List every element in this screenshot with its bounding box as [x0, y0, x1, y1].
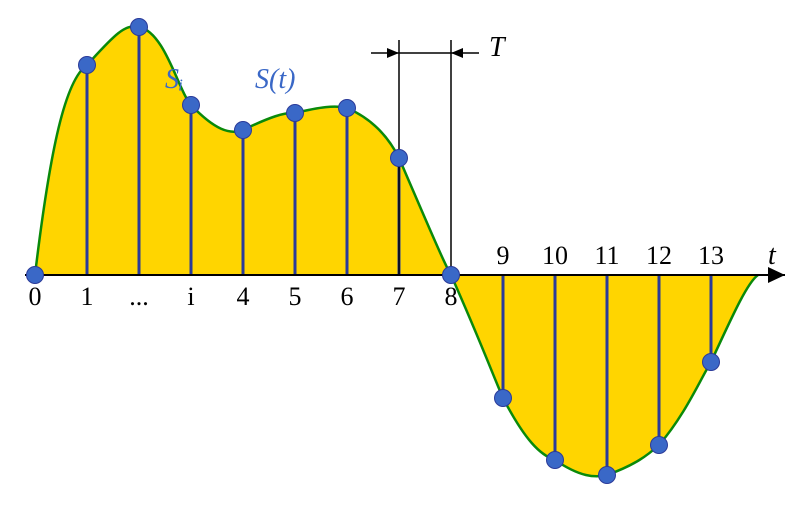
sample-marker [547, 452, 564, 469]
tick-label: 12 [646, 241, 672, 270]
tick-label: 1 [81, 282, 94, 311]
tick-label: 8 [445, 282, 458, 311]
tick-label: 6 [341, 282, 354, 311]
sample-marker [131, 19, 148, 36]
tick-label: 10 [542, 241, 568, 270]
tick-label: i [187, 282, 194, 311]
sample-marker [27, 267, 44, 284]
sample-marker [599, 467, 616, 484]
tick-label: 11 [594, 241, 619, 270]
tick-label: 7 [393, 282, 406, 311]
tick-label: 5 [289, 282, 302, 311]
sample-marker [79, 57, 96, 74]
tick-label: 0 [29, 282, 42, 311]
sampling-diagram: T 0 1... i 4 5 6 7 8 9 10 11 12 13 Sᵢ S(t) t [0, 0, 800, 520]
period-arrow-left-icon [387, 48, 399, 58]
signal-function-label: S(t) [255, 64, 295, 95]
sample-marker [443, 267, 460, 284]
sample-marker [703, 354, 720, 371]
sample-marker [339, 100, 356, 117]
t-axis-label: t [768, 240, 777, 271]
tick-label: ... [129, 282, 149, 311]
period-arrow-right-icon [451, 48, 463, 58]
sample-value-label: Sᵢ [165, 64, 183, 95]
tick-label: 4 [237, 282, 250, 311]
sample-marker [287, 105, 304, 122]
sample-marker [235, 122, 252, 139]
sample-marker [495, 390, 512, 407]
sample-marker [651, 437, 668, 454]
period-label: T [489, 32, 507, 63]
sample-marker [183, 97, 200, 114]
tick-label: 9 [497, 241, 510, 270]
tick-label: 13 [698, 241, 724, 270]
sample-marker [391, 150, 408, 167]
